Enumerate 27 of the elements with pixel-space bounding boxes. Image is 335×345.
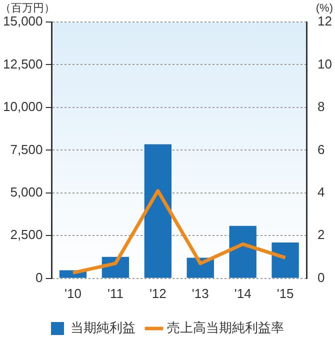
y-axis-title: （百万円） bbox=[0, 2, 55, 15]
y2-axis-title: (%) bbox=[316, 2, 333, 15]
y-tick-label: 7,500 bbox=[10, 142, 43, 157]
y-tick-label: 15,000 bbox=[2, 14, 43, 29]
y-tick-label: 2,500 bbox=[10, 227, 43, 242]
x-tick-label: '13 bbox=[192, 286, 209, 301]
y2-tick-label: 10 bbox=[318, 56, 332, 72]
x-tick-label: '10 bbox=[64, 286, 82, 301]
x-tick-label: '11 bbox=[107, 286, 124, 301]
y2-tick-label: 6 bbox=[318, 142, 325, 157]
bar bbox=[144, 144, 172, 278]
y-tick-label: 5,000 bbox=[10, 184, 43, 200]
y2-tick-label: 8 bbox=[318, 99, 325, 114]
bar bbox=[229, 226, 256, 278]
x-tick-label: '15 bbox=[276, 286, 294, 301]
y2-tick-label: 0 bbox=[318, 270, 325, 285]
legend-label: 売上高当期純利益率 bbox=[167, 320, 284, 336]
x-tick-label: '12 bbox=[149, 286, 166, 301]
bar bbox=[272, 242, 299, 278]
y-tick-label: 12,500 bbox=[2, 56, 43, 72]
y2-tick-label: 4 bbox=[318, 184, 325, 200]
y2-tick-label: 2 bbox=[318, 227, 325, 242]
x-tick-label: '14 bbox=[234, 286, 252, 301]
y-tick-label: 0 bbox=[36, 270, 43, 285]
legend-label: 当期純利益 bbox=[70, 320, 136, 336]
y2-tick-label: 12 bbox=[318, 14, 332, 29]
y-tick-label: 10,000 bbox=[2, 99, 43, 114]
